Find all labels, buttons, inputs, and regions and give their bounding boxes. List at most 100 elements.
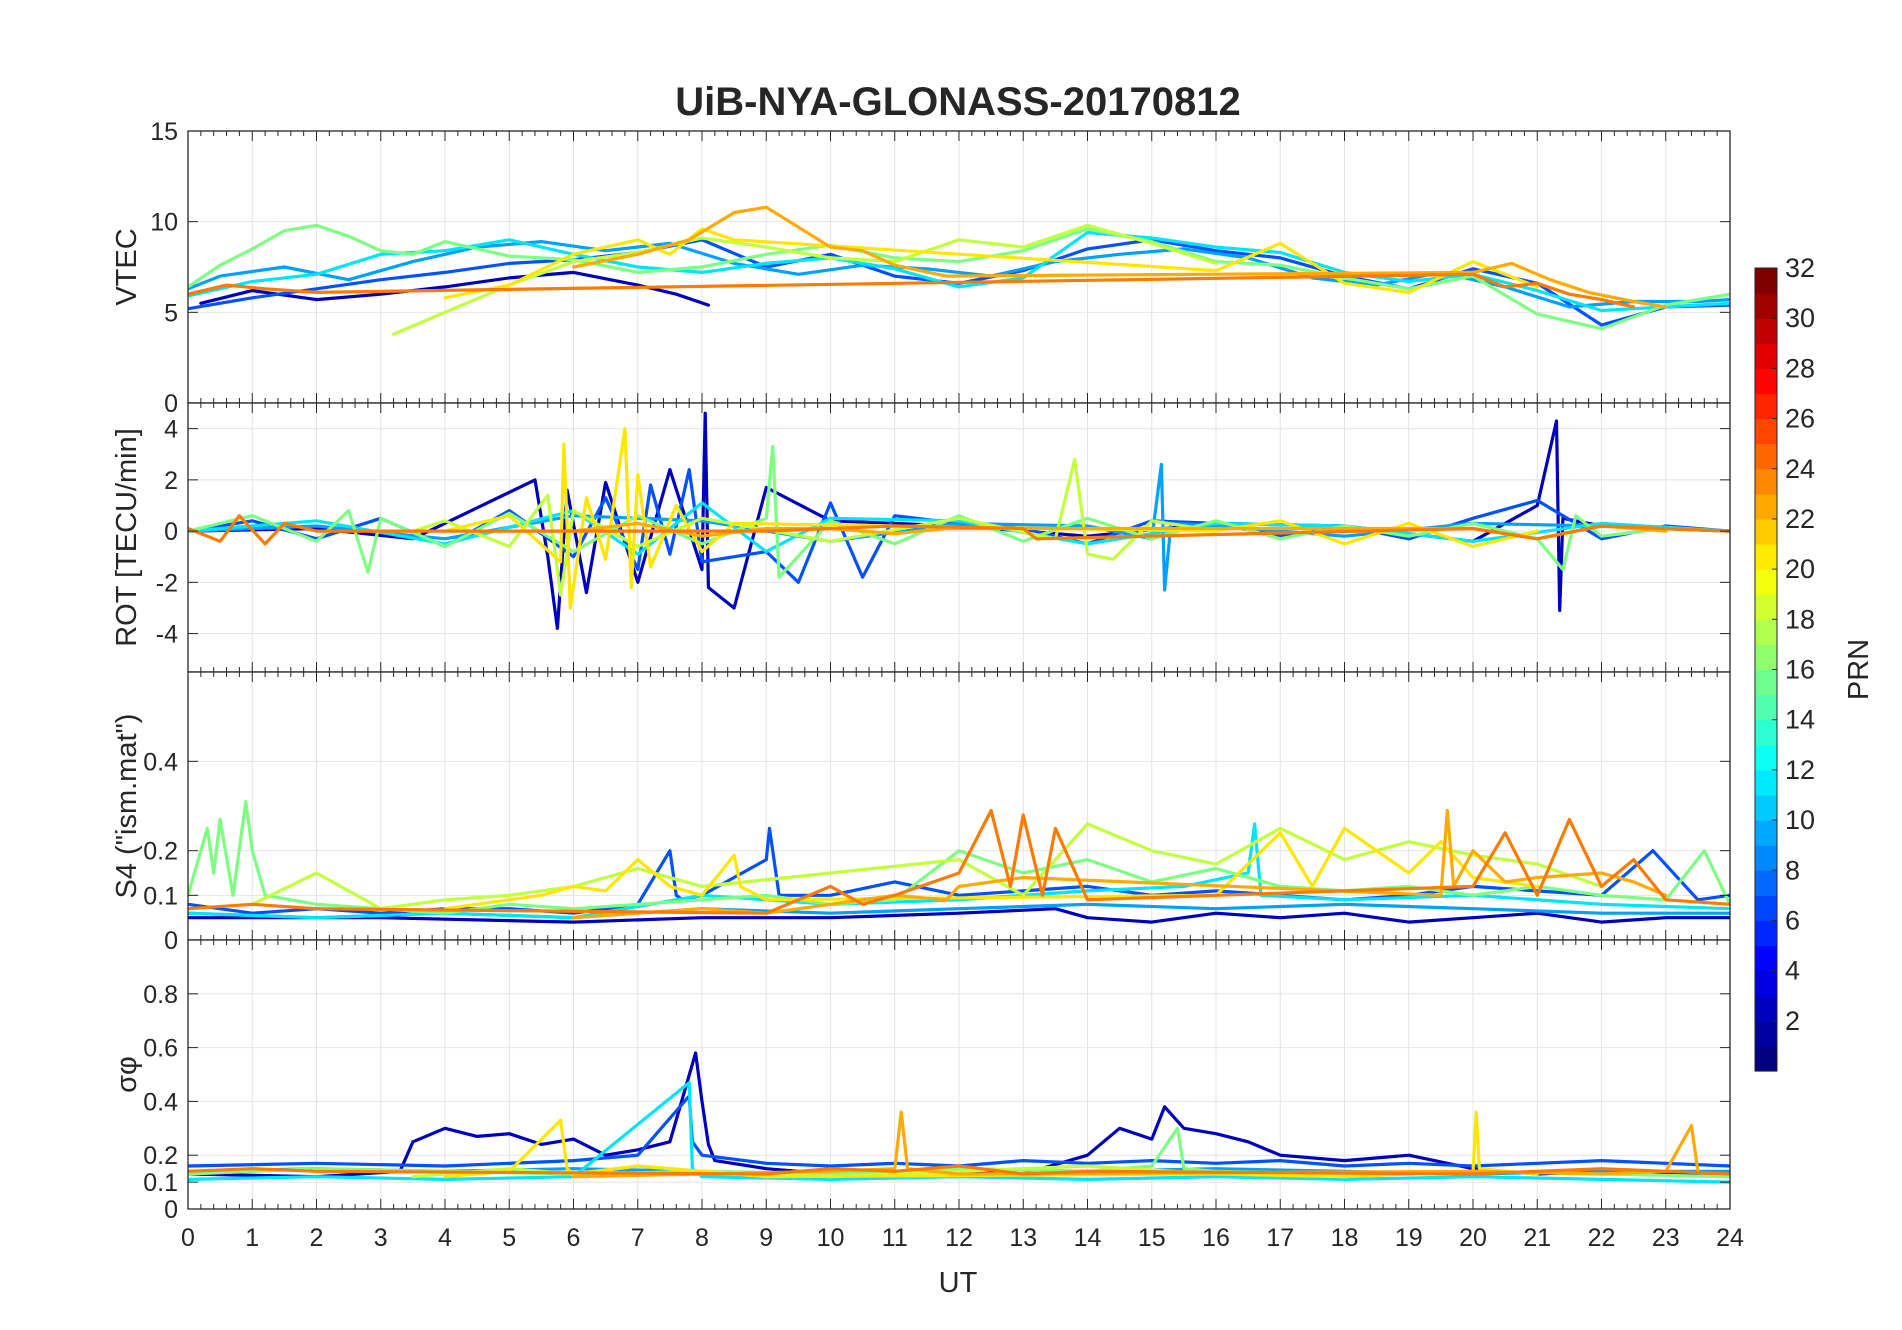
x-minor-ticks [187,131,1731,403]
series-line-prn-24 [188,514,1730,546]
colorbar-tick-label: 14 [1785,705,1815,735]
colorbar-swatch [1755,343,1777,369]
x-tick-label: 9 [759,1224,773,1252]
colorbar-swatch [1755,920,1777,947]
x-tick-label: 6 [567,1224,581,1252]
colorbar-swatch [1755,518,1777,545]
x-minor-ticks [187,940,1731,1209]
colorbar-swatch [1755,870,1777,896]
panel-s4: 0 0.1 0.2 0.4S4 ("ism.mat") [111,671,1731,955]
y-axis-label: VTEC [111,228,143,305]
series-line-prn-13 [188,1080,1730,1184]
colorbar-swatch [1755,694,1777,721]
series-line-prn-24 [188,808,1730,915]
y-axis-label: S4 ("ism.mat") [111,714,143,899]
y-tick-label: 0.8 [143,981,178,1009]
y-tick-label: 0.4 [143,748,178,776]
colorbar-swatch [1755,368,1777,395]
colorbar-swatch [1755,995,1777,1022]
colorbar-swatch [1755,644,1777,671]
series-line-prn-20 [443,227,1539,300]
y-tick-label: 0.4 [143,1088,178,1116]
x-tick-label: 3 [374,1224,388,1252]
colorbar-tick-label: 20 [1785,554,1815,584]
series-group [188,799,1730,924]
x-tick-labels: 0 1 2 3 4 5 6 7 8 9 10 11 12 13 14 15 16 17 18 19 20 21 22 23 24 [181,1224,1744,1252]
x-tick-label: 10 [817,1224,845,1252]
colorbar-swatch [1755,418,1777,445]
colorbar-tick-label: 24 [1785,454,1815,484]
colorbar-tick-label: 16 [1785,655,1815,685]
colorbar-swatch [1755,895,1777,922]
x-tick-label: 17 [1266,1224,1294,1252]
x-tick-label: 16 [1202,1224,1230,1252]
colorbar-swatch [1755,493,1777,520]
x-tick-label: 20 [1459,1224,1487,1252]
series-line-prn-3 [199,270,711,307]
colorbar-swatch [1755,769,1777,796]
colorbar-swatch [1755,744,1777,771]
colorbar-tick-label: 2 [1785,1006,1800,1036]
y-tick-label: 10 [150,209,178,237]
y-tick-label: -2 [156,569,178,597]
colorbar-tick-label: 10 [1785,805,1815,835]
series-line-prn-10 [188,240,1730,309]
x-tick-label: 18 [1331,1224,1359,1252]
colorbar-swatch [1755,669,1777,696]
colorbar-tick-label: 4 [1785,956,1800,986]
x-tick-label: 4 [438,1224,452,1252]
x-tick-label: 5 [502,1224,516,1252]
colorbar-tick-label: 32 [1785,253,1815,283]
series-line-prn-3 [188,411,1730,631]
series-line-prn-13 [188,822,1730,920]
colorbar-swatch [1755,393,1777,420]
colorbar-swatch [1755,443,1777,470]
colorbar-tick-label: 18 [1785,604,1815,634]
x-tick-label: 11 [882,1224,908,1252]
y-axis-label: σφ [111,1056,143,1093]
series-line-prn-20 [443,826,1539,911]
x-tick-label: 12 [945,1224,973,1252]
colorbar-swatch [1755,1045,1777,1072]
series-group [188,205,1730,336]
series-group [188,411,1730,631]
colorbar-swatch [1755,794,1777,821]
y-tick-label: 2 [164,467,178,495]
colorbar-swatch [1755,970,1777,997]
x-tick-label: 13 [1009,1224,1037,1252]
y-axis-label: ROT [TECU/min] [111,428,143,647]
x-tick-label: 22 [1588,1224,1616,1252]
colorbar-swatch [1755,318,1777,344]
colorbar-swatch [1755,945,1777,972]
x-axis-label: UT [939,1267,978,1299]
x-tick-label: 19 [1395,1224,1423,1252]
series-line-prn-24 [188,272,1636,309]
y-tick-label: 0 [164,390,178,418]
colorbar-tick-label: 26 [1785,404,1815,434]
colorbar-swatch [1755,569,1777,595]
colorbar-tick-label: 30 [1785,303,1815,333]
colorbar-swatch [1755,594,1777,620]
y-tick-label: 0.6 [143,1035,178,1063]
series-line-prn-6 [188,468,1730,584]
series-line-prn-13 [188,501,1730,556]
colorbar-tick-label: 22 [1785,504,1815,534]
y-tick-label: 0.1 [143,882,178,910]
colorbar-swatch [1755,845,1777,871]
series-group [188,1051,1730,1184]
y-tick-label: 0.2 [143,838,178,866]
x-tick-label: 0 [181,1224,195,1252]
x-tick-label: 15 [1138,1224,1166,1252]
series-line-prn-3 [188,907,1730,924]
x-minor-ticks [187,672,1731,940]
colorbar-swatch [1755,619,1777,646]
colorbar-swatch [1755,268,1777,294]
panel-sigma_phi: 00.10.2 0.4 0.6 0.8 σφ [111,939,1731,1224]
colorbar-swatch [1755,820,1777,846]
x-tick-label: 7 [631,1224,645,1252]
chart-title: UiB-NYA-GLONASS-20170812 [675,80,1240,124]
series-line-prn-22 [571,205,1668,309]
series-line-prn-18 [250,822,1604,911]
